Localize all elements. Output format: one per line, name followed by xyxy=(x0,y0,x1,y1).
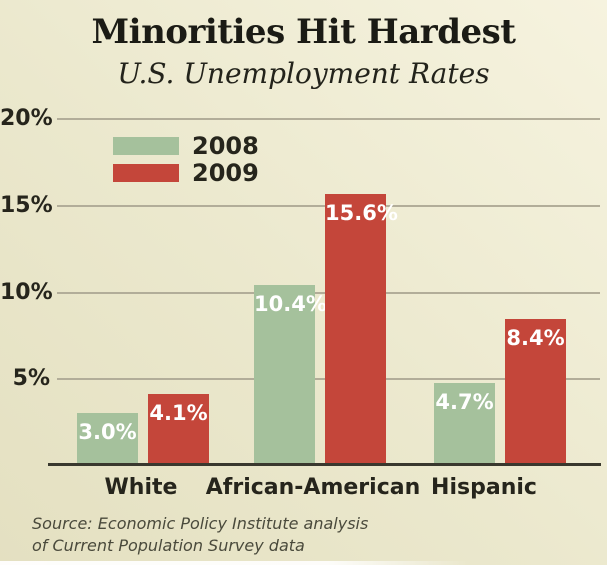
bar-value-label: 4.1% xyxy=(149,401,208,425)
bar-2008-hispanic: 4.7% xyxy=(434,383,495,465)
bar-value-label: 15.6% xyxy=(325,201,398,225)
bar-2009-african-american: 15.6% xyxy=(325,194,398,465)
legend: 2008 2009 xyxy=(113,132,259,191)
chart-subtitle: U.S. Unemployment Rates xyxy=(117,57,490,90)
legend-label-2009: 2009 xyxy=(192,159,259,187)
bar-value-label: 8.4% xyxy=(506,326,565,350)
source-line-1: Source: Economic Policy Institute analys… xyxy=(32,514,369,533)
category-label-african-american: African-American xyxy=(205,475,421,500)
bar-2009-hispanic: 8.4% xyxy=(505,319,566,465)
legend-row-2008: 2008 xyxy=(113,132,259,160)
y-tick-label-15%: 15% xyxy=(0,193,53,218)
y-tick-label-20%: 20% xyxy=(0,106,53,131)
page-edge-highlight xyxy=(0,561,470,565)
source-line-2: of Current Population Survey data xyxy=(32,536,305,555)
bar-2008-white: 3.0% xyxy=(77,413,138,465)
legend-swatch-2008 xyxy=(113,137,179,155)
legend-row-2009: 2009 xyxy=(113,159,259,187)
bar-value-label: 3.0% xyxy=(78,420,137,444)
bar-2008-african-american: 10.4% xyxy=(254,285,327,465)
category-label-white: White xyxy=(104,475,178,500)
y-tick-label-5%: 5% xyxy=(12,366,50,391)
chart-title: Minorities Hit Hardest xyxy=(91,12,516,52)
bar-value-label: 4.7% xyxy=(435,390,494,414)
bar-value-label: 10.4% xyxy=(254,292,327,316)
gridline-20% xyxy=(57,118,600,120)
x-axis-line xyxy=(48,463,601,466)
category-label-hispanic: Hispanic xyxy=(431,475,537,500)
legend-swatch-2009 xyxy=(113,164,179,182)
bar-2009-white: 4.1% xyxy=(148,394,209,465)
legend-label-2008: 2008 xyxy=(192,132,259,160)
y-tick-label-10%: 10% xyxy=(0,280,53,305)
source-note: Source: Economic Policy Institute analys… xyxy=(32,513,368,557)
